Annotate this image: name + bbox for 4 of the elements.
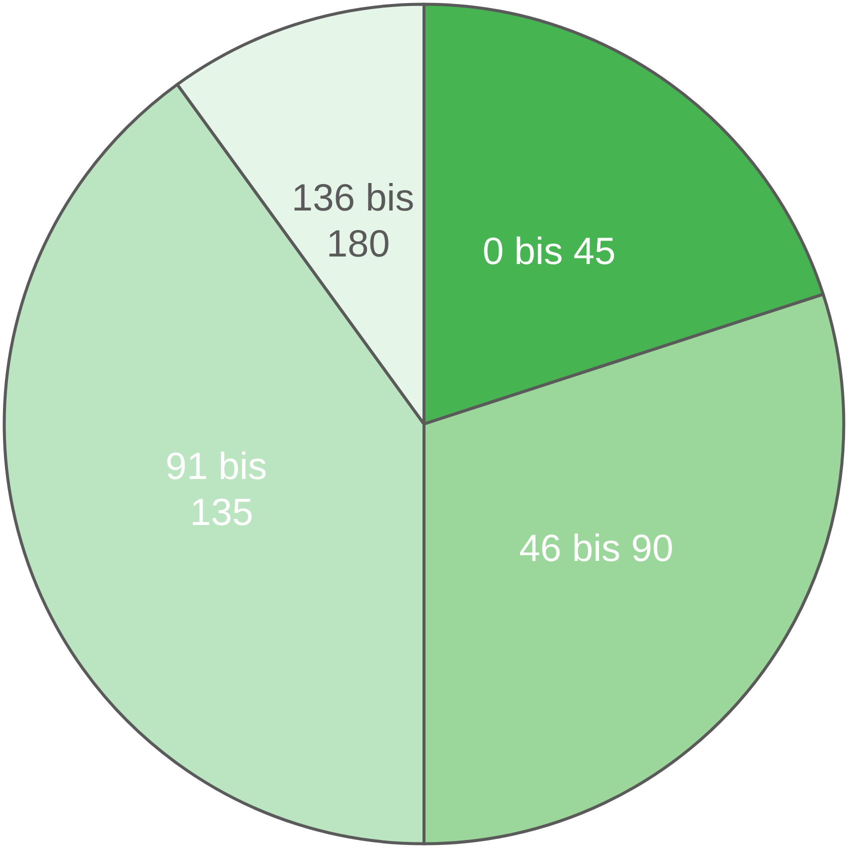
slice-label: 136 bis 180 [292,178,425,266]
slice-label: 0 bis 45 [482,230,616,273]
slice-label: 46 bis 90 [519,528,674,570]
slice-label: 91 bis 135 [166,446,278,534]
